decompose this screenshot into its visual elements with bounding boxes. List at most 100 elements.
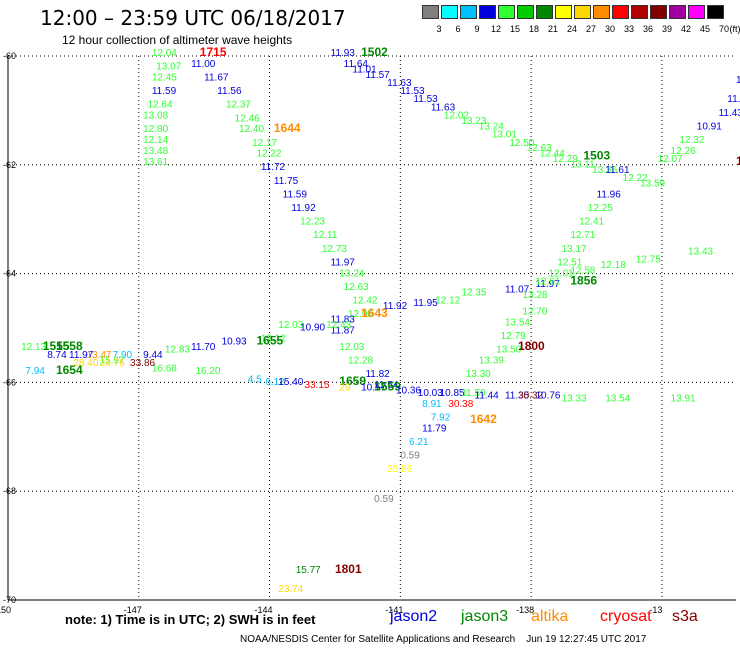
scale-swatch: [650, 5, 667, 19]
swh-label: 11.70: [191, 342, 216, 353]
swh-label: 1.0: [736, 75, 740, 86]
lon-label: -147: [124, 605, 142, 615]
swh-label: 12.13: [21, 342, 46, 353]
lat-label: -64: [3, 269, 16, 279]
time-label: 1800: [518, 339, 545, 353]
swh-label: 12.29: [553, 154, 578, 165]
scale-unit: (ft): [729, 24, 740, 34]
swh-label: 0.59: [400, 451, 420, 462]
swh-label: 11.96: [597, 189, 622, 200]
swh-label: 12.14: [143, 135, 168, 146]
swh-label: 6.12: [265, 377, 285, 388]
swh-label: 11.59: [461, 388, 486, 399]
swh-label: 13.33: [562, 393, 587, 404]
swh-label: 13.08: [143, 111, 168, 122]
lat-label: -66: [3, 377, 16, 387]
lat-label: -60: [3, 51, 16, 61]
swh-label: 10.85: [440, 388, 465, 399]
time-label: 1654: [56, 363, 83, 377]
scale-swatch: [669, 5, 686, 19]
swh-label: 16.20: [195, 366, 220, 377]
swh-label: 13.54: [605, 393, 630, 404]
swh-label: 11.87: [331, 325, 356, 336]
swh-label: 33.15: [304, 380, 329, 391]
scale-label: 33: [623, 24, 634, 34]
swh-label: 12.63: [344, 282, 369, 293]
swh-label: 11.97: [331, 257, 356, 268]
swh-label: 33.86: [130, 358, 155, 369]
swh-label: 12.41: [579, 217, 604, 228]
swh-label: 12.11: [313, 230, 338, 241]
scale-swatch: [536, 5, 553, 19]
swh-label: 13.91: [671, 393, 696, 404]
swh-label: 30.32: [518, 391, 543, 402]
swh-label: 12.61: [535, 276, 560, 287]
swh-label: 12.63: [527, 143, 552, 154]
swh-label: 11.54: [374, 380, 399, 391]
swh-label: 12.23: [300, 217, 325, 228]
satellite-legend-item: jason3: [461, 608, 509, 625]
swh-label: 7.90: [113, 350, 133, 361]
swh-label: 13.47: [86, 350, 111, 361]
swh-label: 12.02: [444, 111, 469, 122]
lon-label: -141: [385, 605, 403, 615]
swh-label: 11.07: [505, 285, 530, 296]
time-label: 1655: [256, 333, 283, 347]
swh-label: 12.79: [501, 331, 526, 342]
swh-label: 12.50: [509, 138, 534, 149]
swh-label: 13.48: [143, 146, 168, 157]
swh-label: 11.92: [383, 301, 408, 312]
time-label: 175: [736, 154, 740, 168]
scale-label: 18: [528, 24, 539, 34]
swh-label: 10.03: [418, 388, 443, 399]
swh-label: 11.75: [274, 176, 299, 187]
lat-label: -62: [3, 160, 16, 170]
swh-label: 10.76: [535, 391, 560, 402]
scale-swatch: [574, 5, 591, 19]
swh-label: 11.3: [727, 94, 740, 105]
swh-label: 13.39: [479, 355, 504, 366]
swh-label: 12.64: [147, 100, 172, 111]
scale-swatch: [479, 5, 496, 19]
scale-swatch: [498, 5, 515, 19]
swh-label: 8.91: [422, 399, 442, 410]
scale-label: 6: [455, 24, 461, 34]
swh-label: 11.83: [331, 315, 356, 326]
time-label: 1715: [200, 45, 227, 59]
swh-label: 12.01: [549, 268, 574, 279]
swh-label: 12.46: [235, 113, 260, 124]
swh-label: 13.23: [461, 116, 486, 127]
swh-label: 15.97: [100, 355, 125, 366]
swh-label: 11.59: [283, 189, 308, 200]
scale-swatch: [460, 5, 477, 19]
notes-text: note: 1) Time is in UTC; 2) SWH is in fe…: [65, 612, 316, 627]
swh-label: 11.72: [261, 162, 286, 173]
time-label: 1502: [361, 45, 388, 59]
swh-label: 11.64: [344, 59, 369, 70]
time-label: 1642: [470, 412, 497, 426]
swh-label: 12.83: [165, 344, 190, 355]
scale-label: 9: [474, 24, 480, 34]
swh-label: 12.32: [679, 135, 704, 146]
satellite-legend-item: jason2: [390, 608, 438, 625]
axis-labels: -60 -62 -64 -66 -68 -70-150 -147 -144 -141 -138 -1…: [0, 51, 662, 615]
swh-label: 11.63: [387, 78, 412, 89]
swh-label: 12.80: [143, 124, 168, 135]
swh-label: 12.26: [671, 146, 696, 157]
swh-label: 13.36: [592, 165, 617, 176]
satellite-legend-item: altika: [531, 608, 569, 625]
swh-label: 6.21: [409, 437, 429, 448]
swh-label: 12.25: [588, 203, 613, 214]
time-label: 1559: [374, 380, 401, 394]
swh-label: 11.79: [422, 423, 447, 434]
swh-label: 12.73: [322, 244, 347, 255]
scale-label: 27: [585, 24, 596, 34]
scale-swatch: [422, 5, 439, 19]
swh-label: 0.59: [374, 494, 394, 505]
scale-swatch: [631, 5, 648, 19]
swh-label: 12.17: [252, 138, 277, 149]
graticule: [7, 55, 736, 601]
swh-label: 23.74: [278, 584, 303, 595]
swh-label: 13.54: [505, 317, 530, 328]
